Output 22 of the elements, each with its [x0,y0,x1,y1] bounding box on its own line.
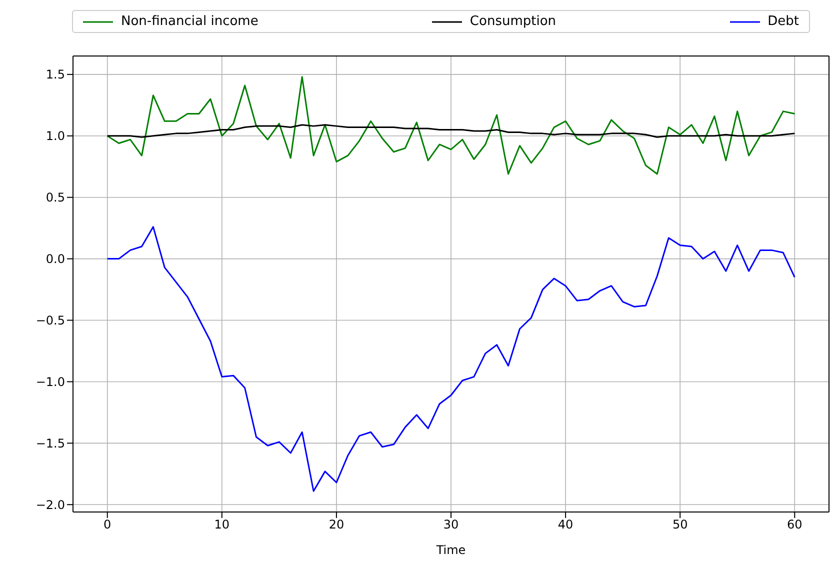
y-tick-label: −1.5 [36,436,65,450]
x-tick-label: 20 [328,518,344,532]
x-tick-label: 40 [558,518,574,532]
y-tick-label: 1.5 [46,68,65,82]
legend-label: Consumption [470,14,556,29]
line-series [106,76,796,175]
x-tick-label: 30 [443,518,459,532]
legend-label: Non-financial income [121,14,258,29]
y-tick-label: 0.5 [46,190,65,205]
legend-label: Debt [768,14,799,29]
x-tick-label: 10 [214,518,230,532]
x-axis-title: Time [435,543,466,557]
y-tick-label: 1.0 [46,129,65,144]
x-tick-label: 0 [104,518,112,532]
y-tick-label: −1.0 [36,374,65,389]
x-tick-label: 60 [786,518,802,532]
line-series [106,124,796,138]
y-tick-label: 0.0 [46,252,65,266]
y-tick-label: −0.5 [36,314,65,328]
line-series [106,226,796,492]
x-tick-label: 50 [672,518,688,532]
y-tick-label: −2.0 [36,498,65,512]
